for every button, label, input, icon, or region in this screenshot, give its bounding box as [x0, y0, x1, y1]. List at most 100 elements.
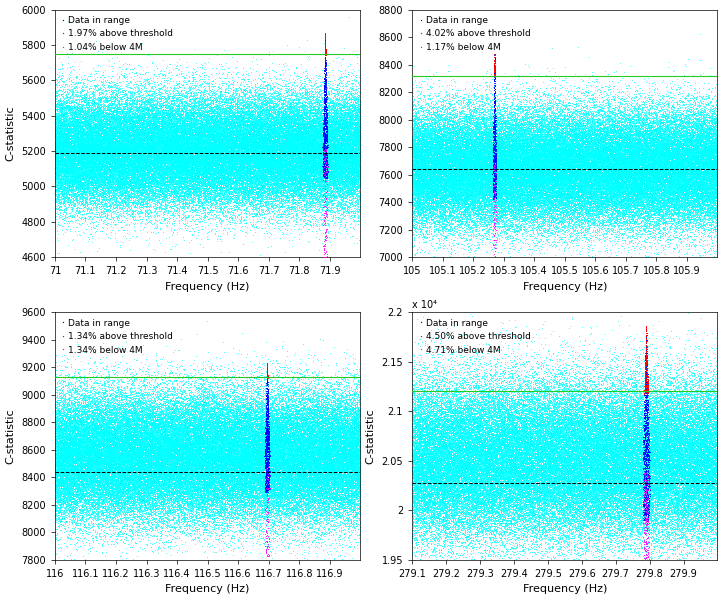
Point: [683, 207, 695, 217]
Point: [166, 386, 177, 396]
Point: [590, 180, 602, 190]
Point: [268, 491, 280, 501]
Point: [91, 118, 103, 127]
Point: [63, 469, 74, 479]
Point: [657, 448, 669, 457]
Point: [510, 113, 521, 122]
Point: [497, 467, 508, 476]
Point: [694, 533, 706, 543]
Point: [495, 491, 506, 500]
Point: [515, 449, 526, 458]
Point: [682, 506, 693, 515]
Point: [709, 168, 720, 178]
Point: [688, 155, 699, 165]
Point: [282, 475, 294, 485]
Point: [633, 479, 644, 488]
Point: [561, 484, 573, 493]
Point: [594, 195, 605, 205]
Point: [347, 457, 359, 466]
Point: [236, 477, 247, 487]
Point: [539, 442, 551, 452]
Point: [336, 501, 348, 511]
Point: [521, 463, 532, 473]
Point: [531, 484, 543, 494]
Point: [108, 155, 120, 164]
Point: [450, 170, 462, 180]
Point: [167, 146, 179, 156]
Point: [418, 134, 429, 144]
Point: [642, 453, 654, 463]
Point: [281, 448, 293, 458]
Point: [443, 438, 455, 448]
Point: [347, 84, 359, 94]
Point: [479, 169, 491, 178]
Point: [350, 156, 362, 166]
Point: [241, 157, 253, 167]
Point: [685, 157, 696, 167]
Point: [247, 143, 259, 152]
Point: [126, 173, 137, 182]
Point: [557, 128, 569, 138]
Point: [54, 505, 65, 515]
Point: [347, 119, 359, 129]
Point: [582, 450, 594, 460]
Point: [703, 173, 715, 183]
Point: [230, 421, 241, 431]
Point: [700, 210, 711, 220]
Point: [421, 166, 432, 175]
Point: [548, 487, 560, 497]
Point: [168, 226, 179, 235]
Point: [54, 417, 65, 427]
Point: [253, 433, 265, 442]
Point: [669, 161, 680, 170]
Point: [629, 468, 641, 478]
Point: [556, 452, 568, 461]
Point: [213, 146, 224, 156]
Point: [261, 411, 273, 421]
Point: [63, 98, 74, 108]
Point: [217, 152, 228, 161]
Point: [62, 461, 74, 470]
Point: [447, 475, 458, 484]
Point: [426, 161, 437, 171]
Point: [206, 391, 218, 400]
Point: [198, 461, 210, 470]
Point: [63, 148, 74, 157]
Point: [450, 163, 461, 173]
Point: [55, 117, 67, 127]
Point: [287, 150, 299, 160]
Point: [623, 165, 634, 175]
Point: [556, 158, 568, 167]
Point: [565, 475, 576, 485]
Point: [161, 161, 172, 171]
Point: [326, 161, 338, 171]
Point: [56, 145, 67, 155]
Point: [616, 477, 628, 487]
Point: [201, 464, 213, 473]
Point: [432, 170, 443, 179]
Point: [298, 195, 309, 205]
Point: [642, 463, 654, 473]
Point: [261, 124, 273, 134]
Point: [444, 451, 455, 461]
Point: [304, 433, 315, 443]
Point: [600, 430, 612, 439]
Point: [315, 502, 327, 512]
Point: [72, 135, 84, 145]
Point: [111, 428, 122, 437]
Point: [535, 459, 547, 469]
Point: [535, 473, 547, 482]
Point: [422, 131, 433, 140]
Point: [590, 439, 602, 449]
Point: [243, 125, 254, 134]
Point: [486, 448, 497, 458]
Point: [351, 454, 363, 463]
Point: [317, 131, 328, 141]
Point: [117, 472, 129, 482]
Point: [296, 151, 307, 161]
Point: [101, 466, 113, 476]
Point: [492, 389, 503, 399]
Point: [252, 465, 263, 475]
Point: [333, 155, 345, 165]
Point: [543, 460, 555, 470]
